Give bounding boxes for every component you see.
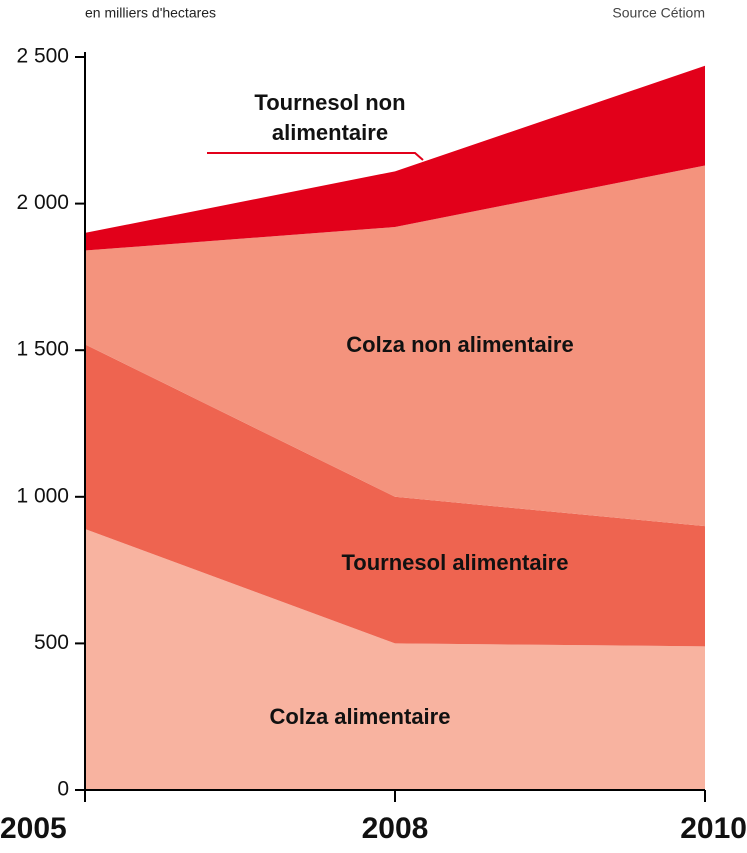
y-tick-label: 2 500	[16, 45, 69, 68]
x-tick-label: 2005	[0, 812, 67, 845]
y-tick-label: 500	[34, 631, 69, 654]
subtitle: en milliers d'hectares	[85, 5, 216, 21]
label-pointer	[207, 152, 424, 161]
series-label: Tournesol alimentaire	[341, 550, 569, 575]
series-label: Tournesol non alimentaire	[254, 90, 406, 145]
area	[85, 529, 705, 790]
x-tick-label: 2010	[680, 812, 747, 845]
series-label: Colza alimentaire	[269, 704, 451, 729]
area	[85, 65, 705, 251]
y-tick-label: 1 000	[16, 484, 69, 507]
source: Source Cétiom	[612, 5, 705, 21]
series-label: Colza non alimentaire	[346, 332, 574, 357]
area	[85, 165, 705, 527]
y-tick-label: 2 000	[16, 191, 69, 214]
y-tick-label: 0	[57, 778, 69, 801]
y-tick-label: 1 500	[16, 338, 69, 361]
x-tick-label: 2008	[362, 812, 429, 845]
area	[85, 344, 705, 647]
